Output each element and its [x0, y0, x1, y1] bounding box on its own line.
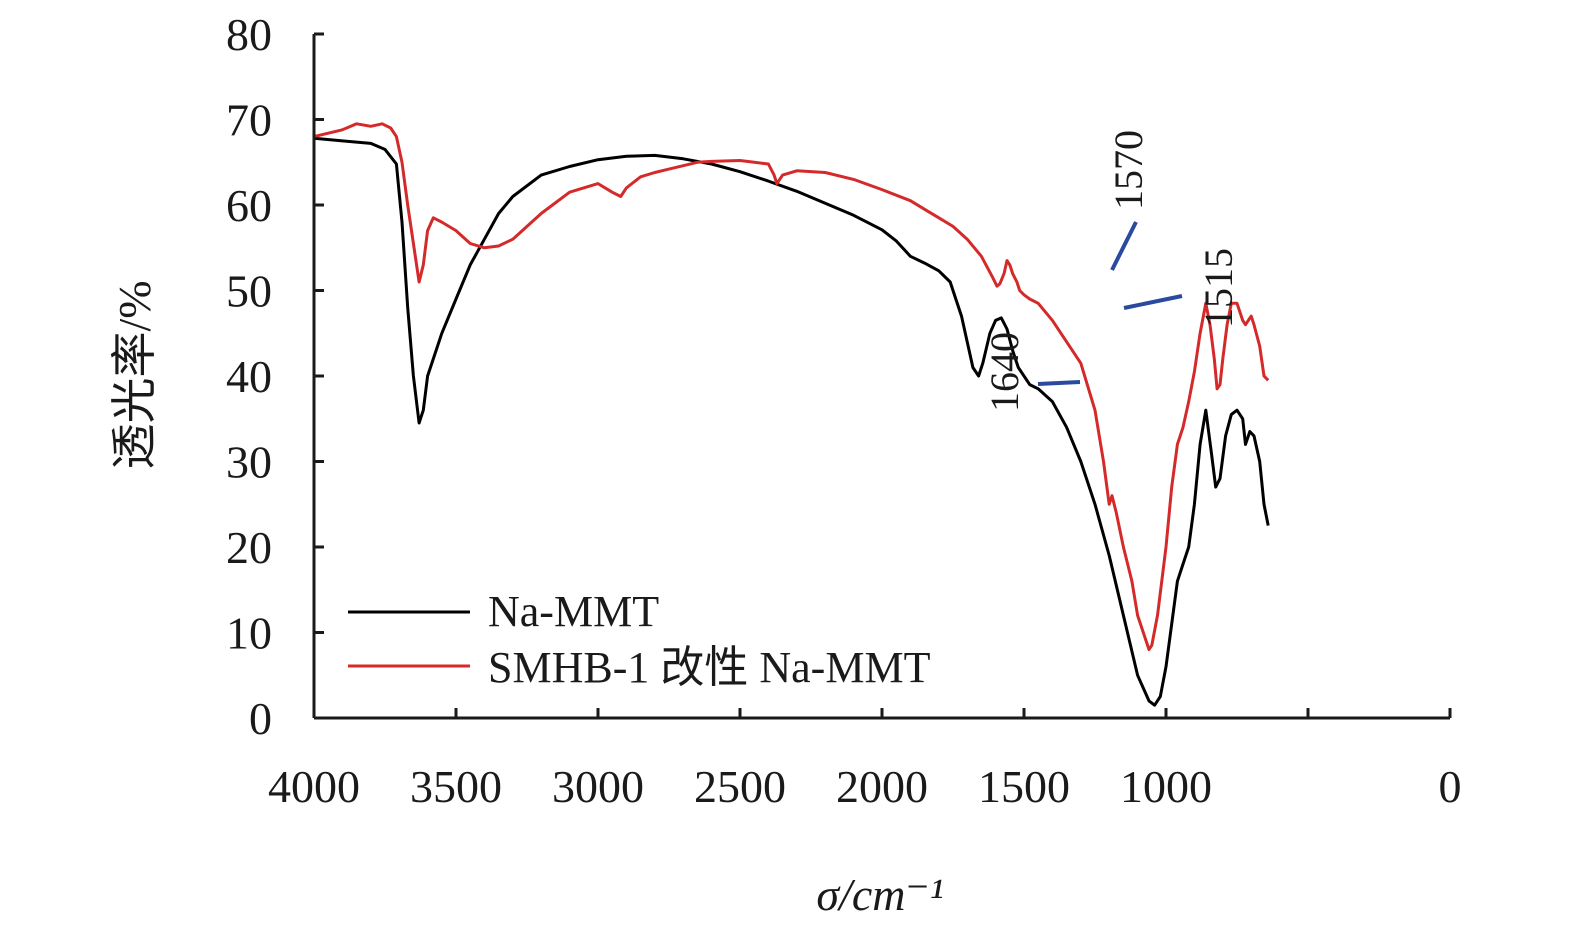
- annotation-1515: 1515: [1196, 248, 1241, 328]
- series-layer: [313, 122, 1270, 707]
- annotations: 1640 1570 1515: [982, 130, 1241, 412]
- annotation-line-1640: [1037, 380, 1081, 386]
- x-axis-title: σ/cm⁻¹: [816, 869, 943, 920]
- y-tick-label: 70: [226, 95, 272, 146]
- x-tick-label: 1500: [978, 761, 1070, 812]
- legend-label-smhb: SMHB-1 改性 Na-MMT: [488, 643, 931, 692]
- y-tick-label: 60: [226, 180, 272, 231]
- legend-label-na-mmt: Na-MMT: [488, 587, 659, 636]
- y-tick-label: 0: [249, 693, 272, 744]
- annotation-line-1515: [1123, 294, 1183, 310]
- x-tick-label: 2500: [694, 761, 786, 812]
- y-tick-label: 30: [226, 437, 272, 488]
- y-tick-label: 20: [226, 522, 272, 573]
- x-tick-label: 3000: [552, 761, 644, 812]
- annotation-1570: 1570: [1106, 130, 1151, 210]
- annotation-line-1570: [1110, 221, 1138, 271]
- x-tick-label: 2000: [836, 761, 928, 812]
- y-tick-label: 50: [226, 266, 272, 317]
- legend: Na-MMT SMHB-1 改性 Na-MMT: [348, 587, 931, 692]
- y-tick-label: 10: [226, 608, 272, 659]
- axes-layer: [312, 34, 1450, 720]
- y-tick-label: 40: [226, 351, 272, 402]
- ticks-layer: 0 10 20 30 40 50 60 70 80 4000 3500 3000 2500 2000 150…: [226, 9, 1462, 812]
- series-line-smhb-modified-na-mmt: [313, 122, 1270, 652]
- x-tick-label: 0: [1439, 761, 1462, 812]
- y-axis-title: 透光率/%: [109, 280, 160, 469]
- y-tick-label: 80: [226, 9, 272, 60]
- x-tick-label: 3500: [410, 761, 502, 812]
- x-tick-label: 4000: [268, 761, 360, 812]
- x-tick-label: 1000: [1120, 761, 1212, 812]
- series-line-na-mmt: [313, 136, 1270, 707]
- annotation-1640: 1640: [982, 332, 1027, 412]
